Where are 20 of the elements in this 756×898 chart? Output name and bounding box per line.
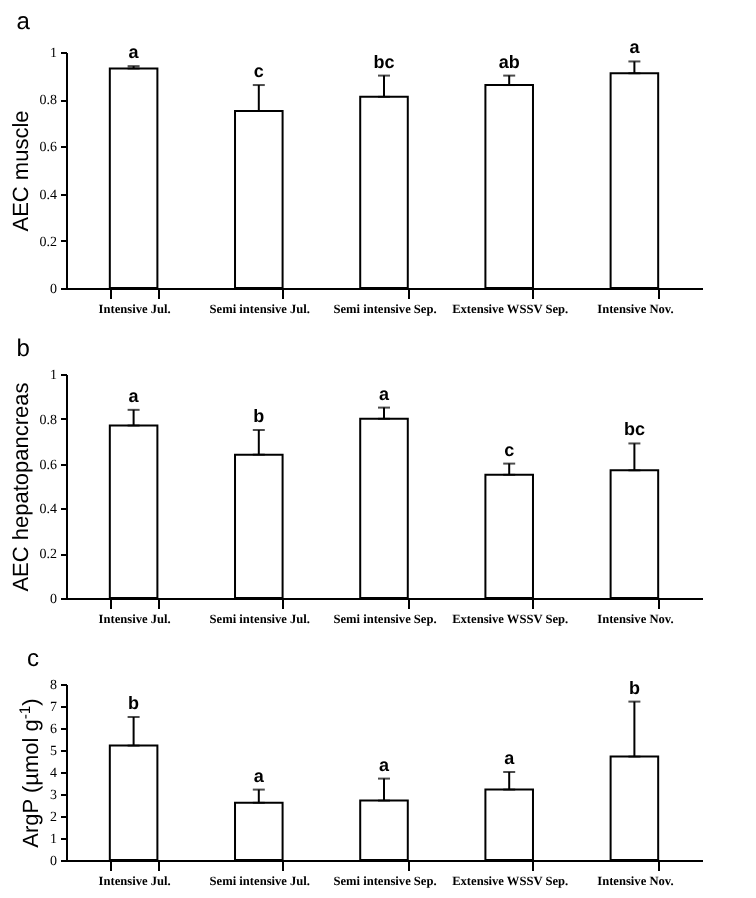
chart-title: b (16, 334, 31, 362)
chart-title: a (16, 7, 31, 36)
annotation: a (128, 385, 141, 406)
y-axis-title: AEC hepatopancreas (9, 381, 34, 592)
annotation: bc (373, 51, 395, 72)
annotation: a (253, 765, 266, 786)
annotation: a (629, 37, 642, 58)
chart-title: c (27, 644, 39, 672)
annotation: b (128, 693, 141, 713)
annotation: a (504, 748, 517, 768)
annotation: b (253, 406, 266, 426)
annotation: c (504, 439, 515, 460)
annotation: c (253, 61, 264, 82)
annotation: a (378, 383, 391, 404)
annotation: bc (623, 419, 645, 440)
annotation: ab (498, 51, 521, 72)
annotation: a (378, 754, 391, 775)
annotation: a (128, 42, 141, 63)
y-axis-title: AEC muscle (9, 110, 34, 232)
annotation: b (628, 677, 641, 698)
